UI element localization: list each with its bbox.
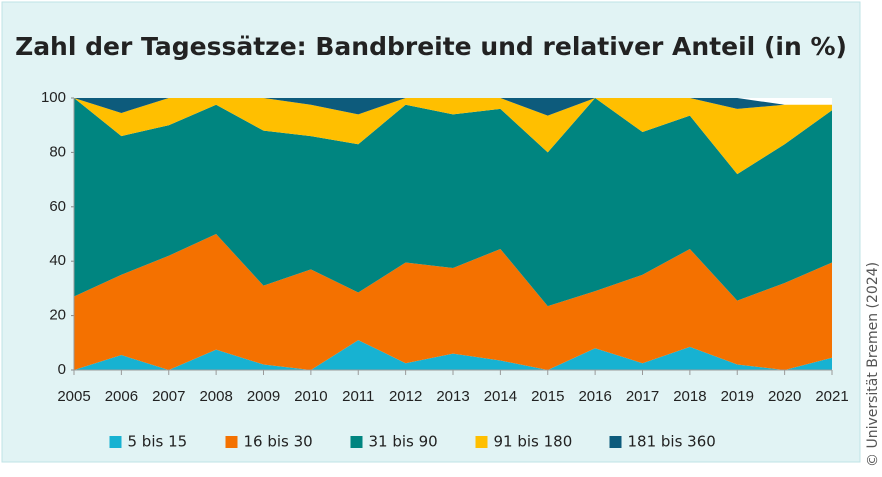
- x-tick-label: 2013: [436, 388, 469, 405]
- x-tick-label: 2005: [57, 388, 90, 405]
- legend-label: 31 bis 90: [369, 433, 438, 451]
- x-tick-label: 2014: [484, 388, 517, 405]
- x-tick-label: 2007: [152, 388, 185, 405]
- legend-swatch: [609, 436, 622, 448]
- x-tick-label: 2020: [768, 388, 801, 405]
- area: [74, 340, 832, 370]
- x-tick-label: 2015: [531, 388, 564, 405]
- x-tick-label: 2008: [199, 388, 232, 405]
- y-tick-label: 60: [49, 198, 66, 215]
- legend-swatch: [109, 436, 122, 448]
- legend-swatch: [350, 436, 363, 448]
- x-tick-label: 2019: [721, 388, 754, 405]
- x-tick-label: 2017: [626, 388, 659, 405]
- y-tick-label: 80: [49, 143, 66, 160]
- area: [74, 98, 832, 307]
- y-tick-label: 100: [41, 89, 66, 106]
- x-tick-label: 2011: [342, 388, 374, 405]
- legend-label: 181 bis 360: [628, 433, 716, 451]
- y-tick-label: 0: [58, 361, 66, 378]
- legend-label: 91 bis 180: [494, 433, 573, 451]
- x-tick-label: 2021: [815, 388, 848, 405]
- legend-swatch: [475, 436, 488, 448]
- x-tick-label: 2006: [105, 388, 138, 405]
- legend-label: 16 bis 30: [244, 433, 313, 451]
- x-tick-label: 2016: [578, 388, 611, 405]
- y-tick-label: 20: [49, 307, 66, 324]
- chart-title: Zahl der Tagessätze: Bandbreite und rela…: [15, 32, 847, 61]
- legend-swatch: [225, 436, 238, 448]
- area: [74, 234, 832, 370]
- x-tick-label: 2009: [247, 388, 280, 405]
- area: [74, 98, 832, 116]
- credit: © Universität Bremen (2024): [865, 262, 881, 467]
- x-tick-label: 2018: [673, 388, 706, 405]
- x-tick-label: 2012: [389, 388, 422, 405]
- y-tick-label: 40: [49, 252, 66, 269]
- area: [74, 98, 832, 175]
- legend-label: 5 bis 15: [128, 433, 188, 451]
- x-tick-label: 2010: [294, 388, 327, 405]
